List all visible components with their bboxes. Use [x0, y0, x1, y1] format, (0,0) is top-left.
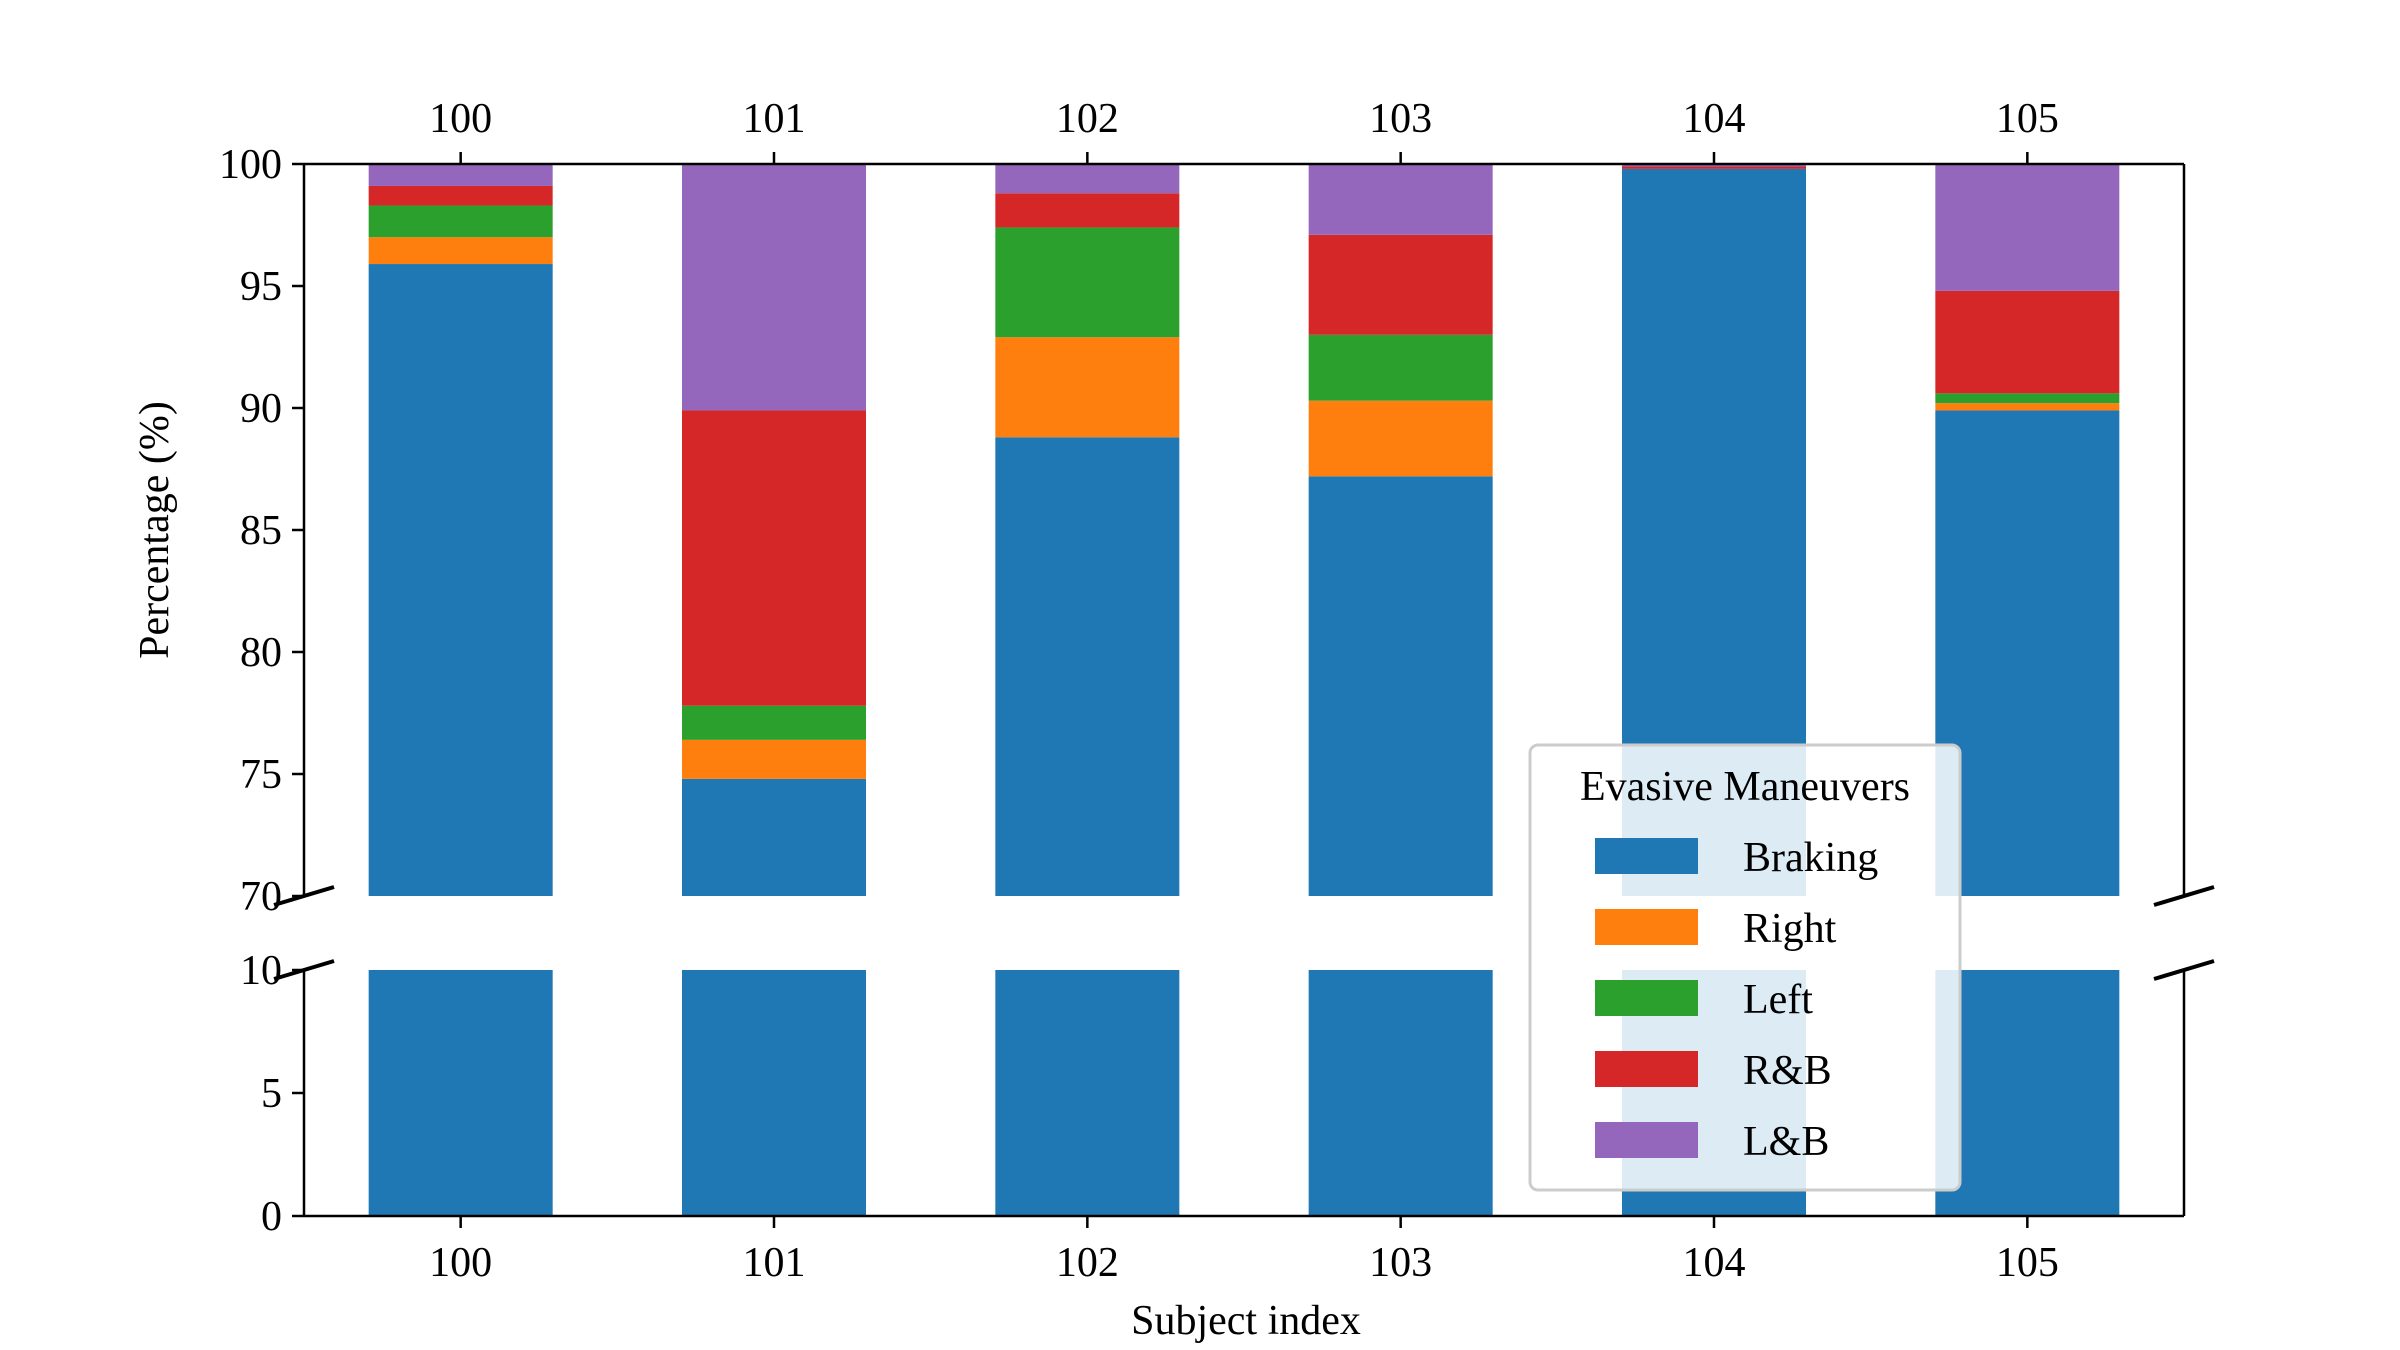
bar-103-right-upper: [1308, 400, 1493, 477]
bar-103-braking-upper: [1308, 476, 1493, 896]
legend-swatch-l-b: [1595, 1122, 1698, 1158]
x-tick-label-top-104: 104: [1683, 96, 1746, 142]
x-tick-label-bottom-105: 105: [1996, 1240, 2059, 1286]
bar-105-braking-upper: [1935, 410, 2120, 896]
x-tick-label-bottom-103: 103: [1369, 1240, 1432, 1286]
legend-label-braking: Braking: [1743, 835, 1878, 881]
bar-103-left-upper: [1308, 334, 1493, 401]
bar-105-braking-lower: [1935, 970, 2120, 1216]
bar-101-left-upper: [682, 705, 866, 740]
bar-105-l-b-upper: [1935, 164, 2120, 291]
y-tick-label-upper-75: 75: [240, 752, 282, 798]
bar-105-left-upper: [1935, 393, 2120, 404]
y-tick-label-lower-5: 5: [261, 1071, 282, 1117]
y-tick-label-upper-95: 95: [240, 264, 282, 310]
legend-label-left: Left: [1743, 977, 1813, 1023]
bar-102-right-upper: [995, 337, 1180, 438]
legend-swatch-left: [1595, 980, 1698, 1016]
bar-102-braking-upper: [995, 437, 1180, 896]
bar-102-left-upper: [995, 227, 1180, 338]
x-tick-label-bottom-104: 104: [1683, 1240, 1746, 1286]
y-tick-label-upper-80: 80: [240, 630, 282, 676]
x-tick-label-top-102: 102: [1056, 96, 1119, 142]
bar-101-braking-lower: [682, 970, 866, 1216]
x-tick-label-top-100: 100: [429, 96, 492, 142]
legend-title: Evasive Maneuvers: [1580, 764, 1910, 810]
break-mark-lower-right: [2153, 959, 2215, 981]
y-tick-label-upper-70: 70: [240, 874, 282, 920]
bar-102-l-b-upper: [995, 164, 1180, 194]
bar-100-braking-lower: [368, 970, 553, 1216]
y-tick-label-upper-90: 90: [240, 386, 282, 432]
y-axis-label: Percentage (%): [132, 401, 178, 659]
break-mark-upper-right: [2153, 885, 2215, 907]
y-tick-label-lower-10: 10: [240, 948, 282, 994]
legend-entries: Braking Right Left R&B L&B: [1595, 835, 1878, 1165]
bar-104-r-b-upper: [1622, 166, 1806, 169]
y-tick-label-upper-85: 85: [240, 508, 282, 554]
x-tick-label-top-105: 105: [1996, 96, 2059, 142]
bar-102-r-b-upper: [995, 193, 1180, 228]
bar-100-left-upper: [368, 205, 553, 238]
legend-label-l-b: L&B: [1743, 1119, 1829, 1165]
x-tick-label-bottom-100: 100: [429, 1240, 492, 1286]
bar-103-r-b-upper: [1308, 234, 1493, 335]
bar-100-right-upper: [368, 237, 553, 265]
ticks: 70 75 80 85 90 95 100 0 5 10 100 100 101 101 102 102 103…: [219, 96, 2059, 1286]
legend-label-right: Right: [1743, 906, 1837, 952]
bar-101-braking-upper: [682, 778, 866, 896]
bar-105-r-b-upper: [1935, 290, 2120, 394]
bar-101-l-b-upper: [682, 164, 866, 411]
x-tick-label-bottom-101: 101: [743, 1240, 806, 1286]
bar-103-braking-lower: [1308, 970, 1493, 1216]
y-tick-label-upper-100: 100: [219, 142, 282, 188]
bar-101-r-b-upper: [682, 410, 866, 706]
x-tick-label-top-103: 103: [1369, 96, 1432, 142]
y-tick-label-lower-0: 0: [261, 1194, 282, 1240]
legend-swatch-right: [1595, 909, 1698, 945]
legend-swatch-r-b: [1595, 1051, 1698, 1087]
bar-101-right-upper: [682, 739, 866, 779]
legend: Evasive Maneuvers Braking Right Left R&B L&B: [1528, 743, 1962, 1192]
bar-100-braking-upper: [368, 264, 553, 896]
bar-102-braking-lower: [995, 970, 1180, 1216]
bar-100-r-b-upper: [368, 185, 553, 206]
x-axis-label: Subject index: [1131, 1298, 1361, 1344]
bar-100-l-b-upper: [368, 164, 553, 186]
bar-103-l-b-upper: [1308, 164, 1493, 235]
x-tick-label-top-101: 101: [743, 96, 806, 142]
bar-105-right-upper: [1935, 403, 2120, 411]
legend-label-r-b: R&B: [1743, 1048, 1832, 1094]
x-tick-label-bottom-102: 102: [1056, 1240, 1119, 1286]
legend-swatch-braking: [1595, 838, 1698, 874]
